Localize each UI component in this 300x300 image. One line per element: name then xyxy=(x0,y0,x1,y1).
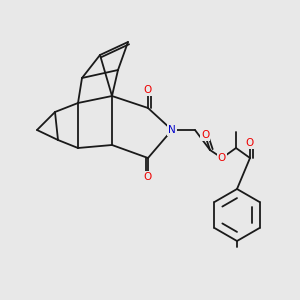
Text: N: N xyxy=(168,125,176,135)
Text: O: O xyxy=(246,138,254,148)
Text: O: O xyxy=(201,130,209,140)
Text: O: O xyxy=(144,85,152,95)
Text: O: O xyxy=(218,153,226,163)
Text: O: O xyxy=(144,172,152,182)
